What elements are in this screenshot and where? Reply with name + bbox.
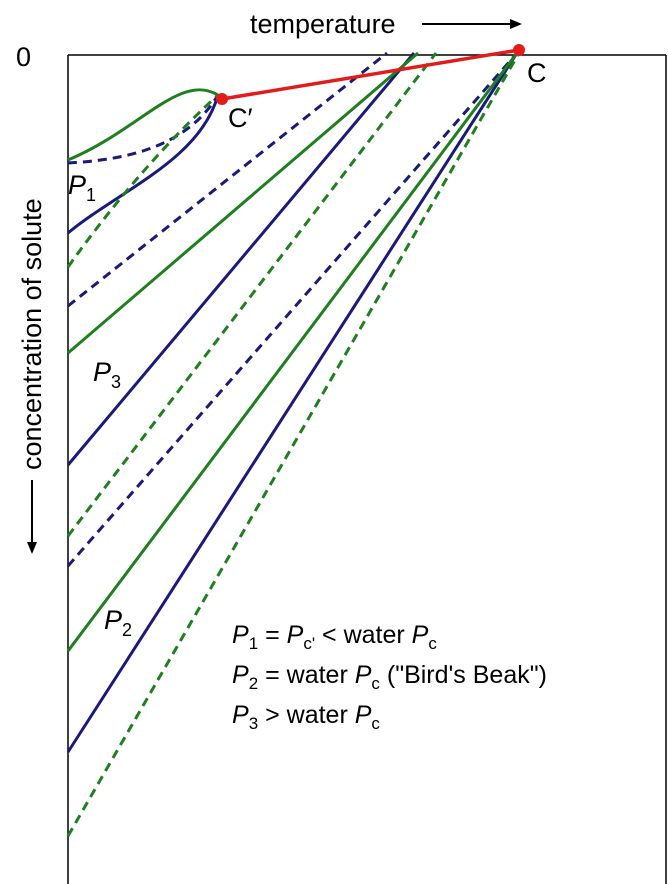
label-p2: P2 xyxy=(104,605,132,640)
critical-line xyxy=(221,48,520,101)
temperature-label: temperature xyxy=(250,9,396,39)
origin-zero-label: 0 xyxy=(16,42,31,72)
critical-point-c xyxy=(513,44,525,56)
label-p1: P1 xyxy=(68,170,96,205)
point-c-prime-label: C′ xyxy=(228,103,253,133)
solid-green-line-a xyxy=(67,51,419,355)
solid-navy-curve-p1 xyxy=(67,94,220,235)
dashed-green-line-a xyxy=(66,52,438,537)
legend-line-p3: P3 > water Pc xyxy=(232,701,380,733)
solid-navy-curves xyxy=(66,52,519,753)
solid-navy-line-b xyxy=(66,52,519,753)
dashed-navy-line-a xyxy=(67,51,388,308)
dashed-navy-curves xyxy=(66,51,519,567)
label-p3: P3 xyxy=(93,357,121,392)
legend: P1 = Pc' < water Pc P2 = water Pc ("Bird… xyxy=(232,621,547,733)
dashed-navy-curve-p1 xyxy=(67,94,220,165)
solid-green-line-b xyxy=(66,52,519,652)
legend-line-p1: P1 = Pc' < water Pc xyxy=(232,621,437,653)
solid-green-curve-p1 xyxy=(67,88,219,162)
concentration-label: concentration of solute xyxy=(17,198,47,470)
solid-navy-line-a xyxy=(66,52,416,466)
dashed-navy-line-b xyxy=(66,52,519,567)
dashed-green-line-b xyxy=(66,52,521,837)
legend-line-p2: P2 = water Pc ("Bird's Beak") xyxy=(232,661,547,693)
dashed-green-curves xyxy=(66,52,521,837)
solid-green-curves xyxy=(66,51,519,652)
point-c-label: C xyxy=(527,58,547,88)
critical-point-c-prime xyxy=(216,93,228,105)
dashed-green-curve-p1 xyxy=(66,93,220,268)
axes-frame xyxy=(67,54,667,884)
